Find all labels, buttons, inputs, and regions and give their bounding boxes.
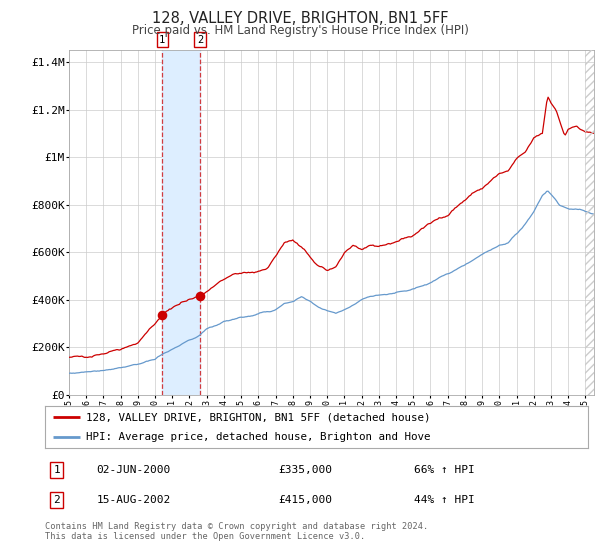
Text: Contains HM Land Registry data © Crown copyright and database right 2024.
This d: Contains HM Land Registry data © Crown c… [45, 522, 428, 542]
Point [157, 311, 167, 320]
Bar [162, 50, 200, 395]
Text: HPI: Average price, detached house, Brighton and Hove: HPI: Average price, detached house, Brig… [86, 432, 430, 442]
Text: 15-AUG-2002: 15-AUG-2002 [97, 495, 171, 505]
Text: 2: 2 [197, 35, 203, 45]
Text: 128, VALLEY DRIVE, BRIGHTON, BN1 5FF (detached house): 128, VALLEY DRIVE, BRIGHTON, BN1 5FF (de… [86, 412, 430, 422]
Text: 66% ↑ HPI: 66% ↑ HPI [414, 465, 475, 475]
Text: 1: 1 [53, 465, 61, 475]
Text: £335,000: £335,000 [278, 465, 332, 475]
Text: 44% ↑ HPI: 44% ↑ HPI [414, 495, 475, 505]
Bar [586, 50, 594, 395]
Text: 2: 2 [53, 495, 61, 505]
Text: £415,000: £415,000 [278, 495, 332, 505]
Text: 02-JUN-2000: 02-JUN-2000 [97, 465, 171, 475]
Text: 1: 1 [159, 35, 166, 45]
Text: Price paid vs. HM Land Registry's House Price Index (HPI): Price paid vs. HM Land Registry's House … [131, 24, 469, 37]
Text: 128, VALLEY DRIVE, BRIGHTON, BN1 5FF: 128, VALLEY DRIVE, BRIGHTON, BN1 5FF [152, 11, 448, 26]
Point [196, 292, 205, 301]
